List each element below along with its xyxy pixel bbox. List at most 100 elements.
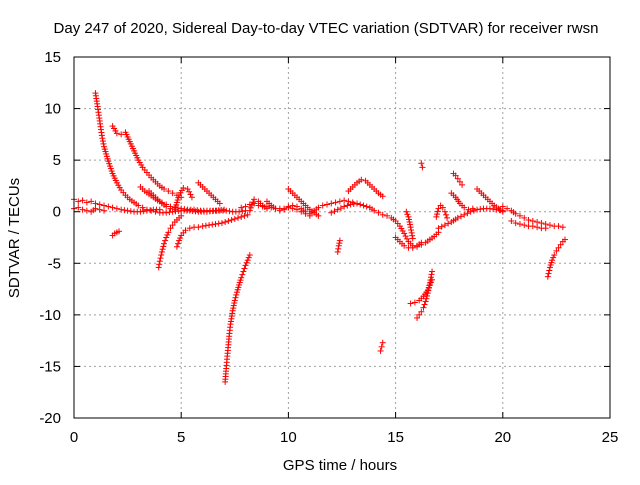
data-point — [160, 243, 167, 250]
data-point — [247, 204, 254, 211]
data-point — [180, 184, 187, 191]
data-point — [405, 213, 412, 220]
data-point — [555, 244, 562, 251]
data-point — [158, 252, 165, 259]
data-point — [109, 204, 116, 211]
data-point — [222, 219, 229, 226]
data-point — [181, 206, 188, 213]
data-point — [315, 212, 322, 219]
series-arc-5 — [71, 196, 163, 215]
data-point — [332, 199, 339, 206]
data-point — [156, 206, 163, 213]
data-point — [302, 208, 309, 215]
x-axis-label: GPS time / hours — [283, 457, 397, 474]
data-point — [550, 254, 557, 261]
data-point — [127, 208, 134, 215]
data-point — [121, 207, 128, 214]
data-point — [228, 216, 235, 223]
data-point — [538, 220, 545, 227]
data-point — [345, 198, 352, 205]
data-point — [118, 206, 125, 213]
data-point — [169, 222, 176, 229]
data-point — [336, 198, 343, 205]
data-point — [248, 202, 255, 209]
data-point — [474, 206, 481, 213]
data-point — [238, 204, 245, 211]
data-point — [409, 232, 416, 239]
data-point — [378, 343, 385, 350]
data-point — [425, 285, 432, 292]
data-point — [139, 204, 146, 211]
data-point — [421, 301, 428, 308]
data-point — [158, 248, 165, 255]
data-point — [379, 211, 386, 218]
data-point — [337, 205, 344, 212]
data-point — [186, 225, 193, 232]
data-point — [187, 191, 194, 198]
data-point — [457, 213, 464, 220]
series-arc-16 — [328, 200, 442, 250]
y-tick-label: -20 — [39, 410, 61, 427]
series-arc-25 — [435, 205, 506, 232]
series-arc-22 — [418, 160, 426, 171]
data-point — [371, 207, 378, 214]
data-point — [434, 211, 441, 218]
data-point — [377, 347, 384, 354]
data-point — [401, 230, 408, 237]
data-point — [246, 207, 253, 214]
data-point — [419, 164, 426, 171]
data-point — [75, 204, 82, 211]
data-point — [231, 299, 238, 306]
data-point — [223, 207, 230, 214]
data-point — [360, 202, 367, 209]
data-point — [335, 245, 342, 252]
data-point — [427, 274, 434, 281]
series-arc-24 — [414, 268, 436, 321]
series-arc-31 — [508, 217, 549, 232]
data-point — [250, 199, 257, 206]
series-arc-19 — [377, 339, 386, 354]
data-point — [242, 262, 249, 269]
data-point — [243, 259, 250, 266]
data-point — [452, 172, 459, 179]
data-point — [169, 190, 176, 197]
series-arc-21 — [403, 208, 416, 242]
data-point — [425, 287, 432, 294]
data-point — [245, 254, 252, 261]
data-point — [406, 219, 413, 226]
data-point — [465, 206, 472, 213]
data-point — [375, 209, 382, 216]
data-point — [444, 214, 451, 221]
data-point — [101, 207, 108, 214]
data-point — [426, 282, 433, 289]
data-point — [83, 207, 90, 214]
data-point — [116, 228, 123, 235]
data-point — [272, 205, 279, 212]
x-tick-label: 25 — [602, 429, 619, 446]
data-point — [159, 246, 166, 253]
data-point — [542, 225, 549, 232]
data-point — [379, 193, 386, 200]
data-point — [545, 270, 552, 277]
data-point — [263, 205, 270, 212]
data-point — [281, 206, 288, 213]
data-point — [246, 252, 253, 259]
data-point — [105, 203, 112, 210]
data-point — [504, 205, 511, 212]
data-point — [441, 222, 448, 229]
data-point — [441, 208, 448, 215]
data-point — [199, 223, 206, 230]
data-point — [209, 221, 216, 228]
data-point — [477, 206, 484, 213]
data-point — [546, 222, 553, 229]
data-point — [176, 237, 183, 244]
data-point — [92, 205, 99, 212]
data-point — [341, 197, 348, 204]
data-point — [358, 176, 365, 183]
data-point — [490, 206, 497, 213]
data-point — [238, 213, 245, 220]
data-point — [161, 240, 168, 247]
data-point — [363, 203, 370, 210]
series-arc-4 — [146, 184, 195, 213]
